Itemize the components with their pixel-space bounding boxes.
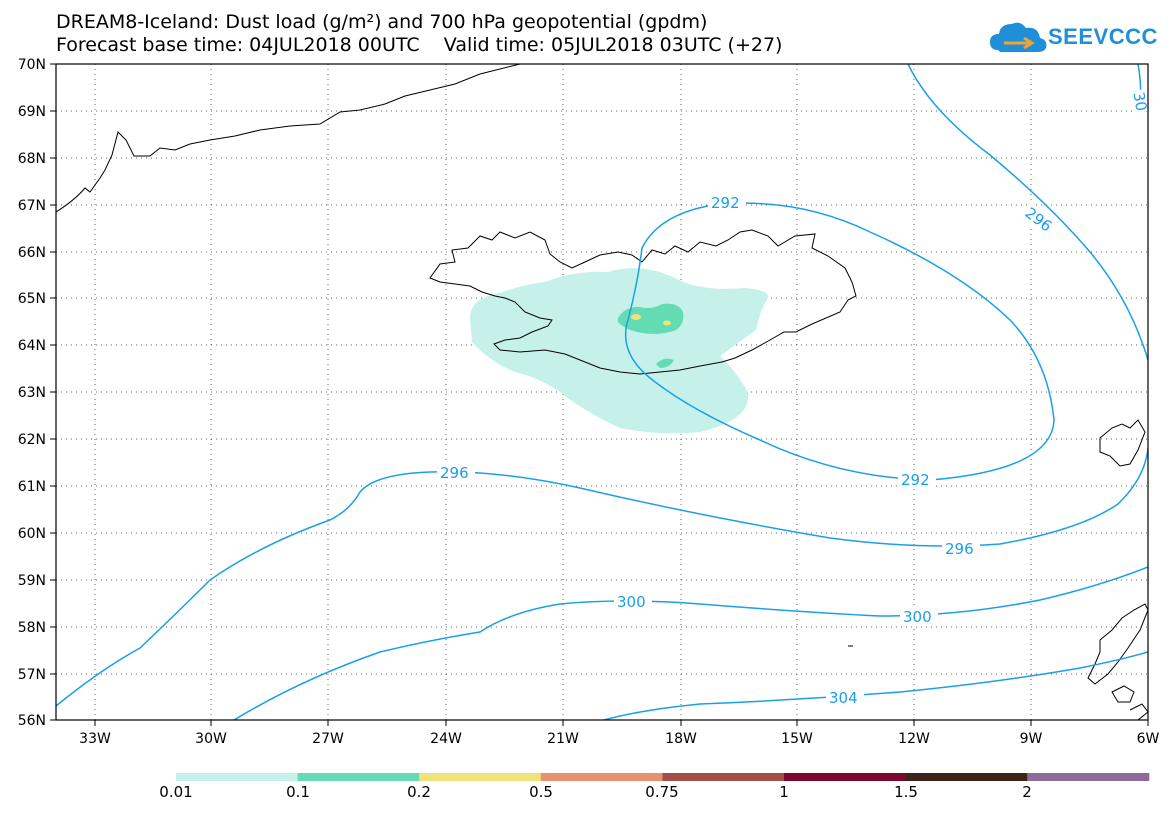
lat-label: 61N xyxy=(18,479,46,495)
lon-label: 33W xyxy=(79,731,111,747)
lat-label: 62N xyxy=(18,432,46,448)
logo-text: SEEVCCC xyxy=(1048,24,1158,49)
lat-label: 68N xyxy=(18,151,46,167)
lon-label: 27W xyxy=(312,731,344,747)
dust-area-0.1 xyxy=(618,303,684,334)
lat-label: 67N xyxy=(18,198,46,214)
colorbar-label: 1.5 xyxy=(894,783,918,801)
lon-label: 18W xyxy=(665,731,697,747)
colorbar xyxy=(176,773,1150,781)
lat-label: 70N xyxy=(18,57,46,73)
colorbar-swatch xyxy=(1027,773,1150,781)
lat-label: 63N xyxy=(18,385,46,401)
contour-label-304: 304 xyxy=(829,689,858,707)
lat-label: 59N xyxy=(18,573,46,589)
contour-label-292-south: 292 xyxy=(901,471,930,489)
contour-label-296-south: 296 xyxy=(945,540,974,558)
contour-label-296-west: 296 xyxy=(440,464,469,482)
colorbar-label: 2 xyxy=(1022,783,1032,801)
colorbar-swatch xyxy=(905,773,1028,781)
lat-label: 64N xyxy=(18,338,46,354)
lon-label: 6W xyxy=(1137,731,1160,747)
contour-label-300-west: 300 xyxy=(617,593,646,611)
lat-label: 57N xyxy=(18,667,46,683)
lat-label: 60N xyxy=(18,526,46,542)
colorbar-label: 0.2 xyxy=(407,783,431,801)
colorbar-label: 0.01 xyxy=(159,783,192,801)
lat-label: 69N xyxy=(18,104,46,120)
lat-label: 66N xyxy=(18,245,46,261)
colorbar-label: 1 xyxy=(779,783,789,801)
colorbar-label: 0.1 xyxy=(286,783,310,801)
lat-label: 58N xyxy=(18,620,46,636)
colorbar-labels: 0.01 0.1 0.2 0.5 0.75 1 1.5 2 xyxy=(159,783,1031,801)
longitude-labels: 33W 30W 27W 24W 21W 18W 15W 12W 9W 6W xyxy=(79,731,1159,747)
coastlines xyxy=(56,64,1148,720)
lon-label: 12W xyxy=(898,731,930,747)
contour-label-292-north: 292 xyxy=(711,194,740,212)
geopotential-contours xyxy=(56,64,1148,720)
dust-area-0.2b xyxy=(663,320,671,326)
latitude-labels: 70N 69N 68N 67N 66N 65N 64N 63N 62N 61N … xyxy=(18,57,46,729)
colorbar-swatch xyxy=(419,773,542,781)
lon-label: 24W xyxy=(430,731,462,747)
lon-label: 15W xyxy=(781,731,813,747)
lat-label: 56N xyxy=(18,713,46,729)
map-title: DREAM8-Iceland: Dust load (g/m²) and 700… xyxy=(56,11,708,33)
axis-ticks xyxy=(50,63,1149,726)
colorbar-swatch xyxy=(297,773,420,781)
lon-label: 21W xyxy=(547,731,579,747)
dust-area-0.1b xyxy=(656,358,674,368)
colorbar-swatch xyxy=(540,773,663,781)
colorbar-swatch xyxy=(662,773,785,781)
colorbar-label: 0.5 xyxy=(529,783,553,801)
colorbar-swatch xyxy=(784,773,907,781)
colorbar-label: 0.75 xyxy=(645,783,678,801)
lat-label: 65N xyxy=(18,291,46,307)
lon-label: 9W xyxy=(1020,731,1043,747)
map-subtitle: Forecast base time: 04JUL2018 00UTC Vali… xyxy=(56,34,783,56)
seevccc-logo: SEEVCCC xyxy=(990,16,1157,60)
contour-label-30-edge: 30 xyxy=(1129,91,1150,113)
contour-labels: 292 292 296 296 296 300 300 304 30 xyxy=(437,88,1150,707)
contour-label-300-east: 300 xyxy=(903,608,932,626)
dust-area-0.01 xyxy=(470,268,769,434)
lon-label: 30W xyxy=(195,731,227,747)
colorbar-swatch xyxy=(176,773,299,781)
cloud-icon xyxy=(990,22,1047,52)
dust-area-0.2 xyxy=(631,314,641,320)
